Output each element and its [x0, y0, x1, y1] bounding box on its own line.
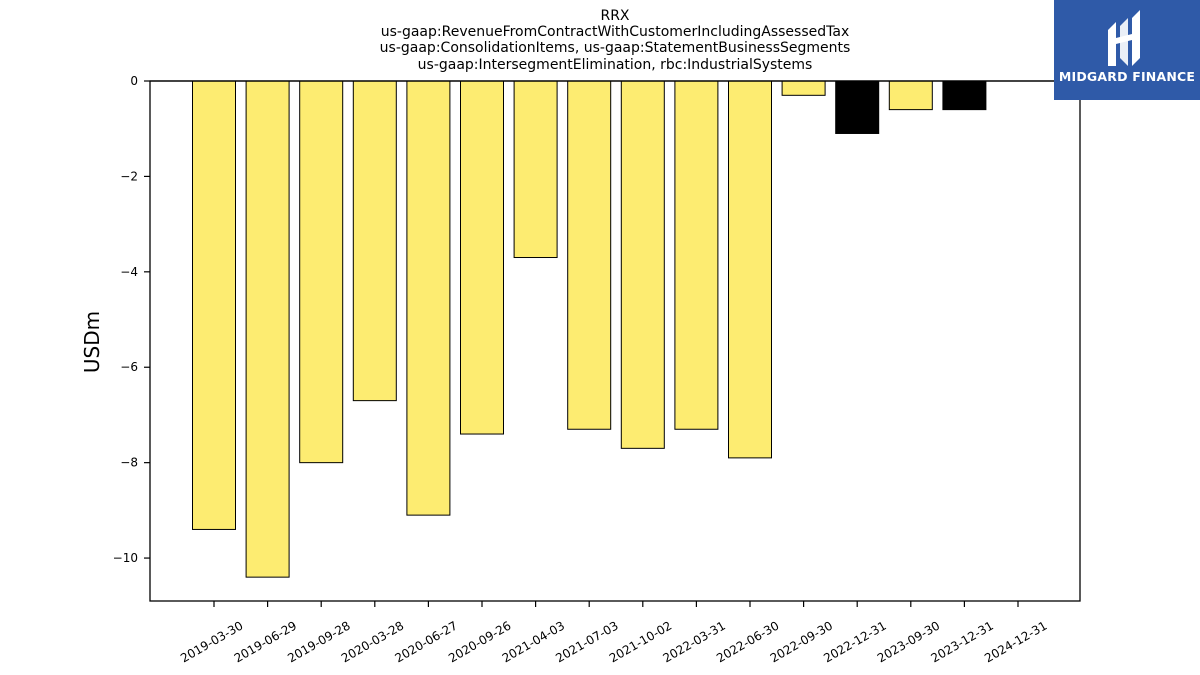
chart-title-line-4: us-gaap:IntersegmentElimination, rbc:Ind… [418, 57, 813, 73]
bar-2020-06-27 [406, 80, 451, 516]
bar-2022-12-31 [835, 80, 880, 134]
bar-2020-09-26 [460, 80, 504, 435]
bar-2023-09-30 [888, 80, 933, 111]
bar-2020-03-28 [352, 80, 397, 402]
bars-group [192, 80, 987, 578]
bar-2022-06-30 [728, 80, 772, 459]
bar-2021-10-02 [620, 80, 665, 449]
bar-2021-04-03 [513, 80, 558, 259]
chart-title-line-2: us-gaap:RevenueFromContractWithCustomerI… [381, 24, 850, 40]
bar-2021-07-03 [567, 80, 612, 430]
bar-2022-03-31 [674, 80, 719, 430]
midgard-finance-logo: MIDGARD FINANCE [1054, 0, 1200, 100]
bar-2019-09-28 [299, 80, 344, 464]
midgard-logo-icon [1108, 10, 1140, 66]
y-tick-label: −6 [120, 360, 138, 374]
chart-title-line-3: us-gaap:ConsolidationItems, us-gaap:Stat… [380, 40, 851, 56]
bar-2022-09-30 [781, 80, 826, 96]
y-tick-label: −10 [113, 551, 138, 565]
x-axis: 2019-03-302019-06-292019-09-282020-03-28… [178, 601, 1050, 665]
chart-title: RRX us-gaap:RevenueFromContractWithCusto… [380, 8, 851, 73]
chart-title-line-1: RRX [600, 8, 629, 24]
y-tick-label: −8 [120, 456, 138, 470]
bar-2019-03-30 [192, 80, 236, 530]
bar-2023-12-31 [942, 80, 987, 111]
bar-2019-06-29 [245, 80, 290, 578]
logo-text: MIDGARD FINANCE [1058, 69, 1196, 84]
y-tick-label: 0 [130, 74, 138, 88]
y-tick-label: −2 [120, 169, 138, 183]
y-axis-label: USDm [80, 311, 104, 373]
y-axis: 0 −2 −4 −6 −8 −10 [113, 74, 150, 565]
y-tick-label: −4 [120, 265, 138, 279]
